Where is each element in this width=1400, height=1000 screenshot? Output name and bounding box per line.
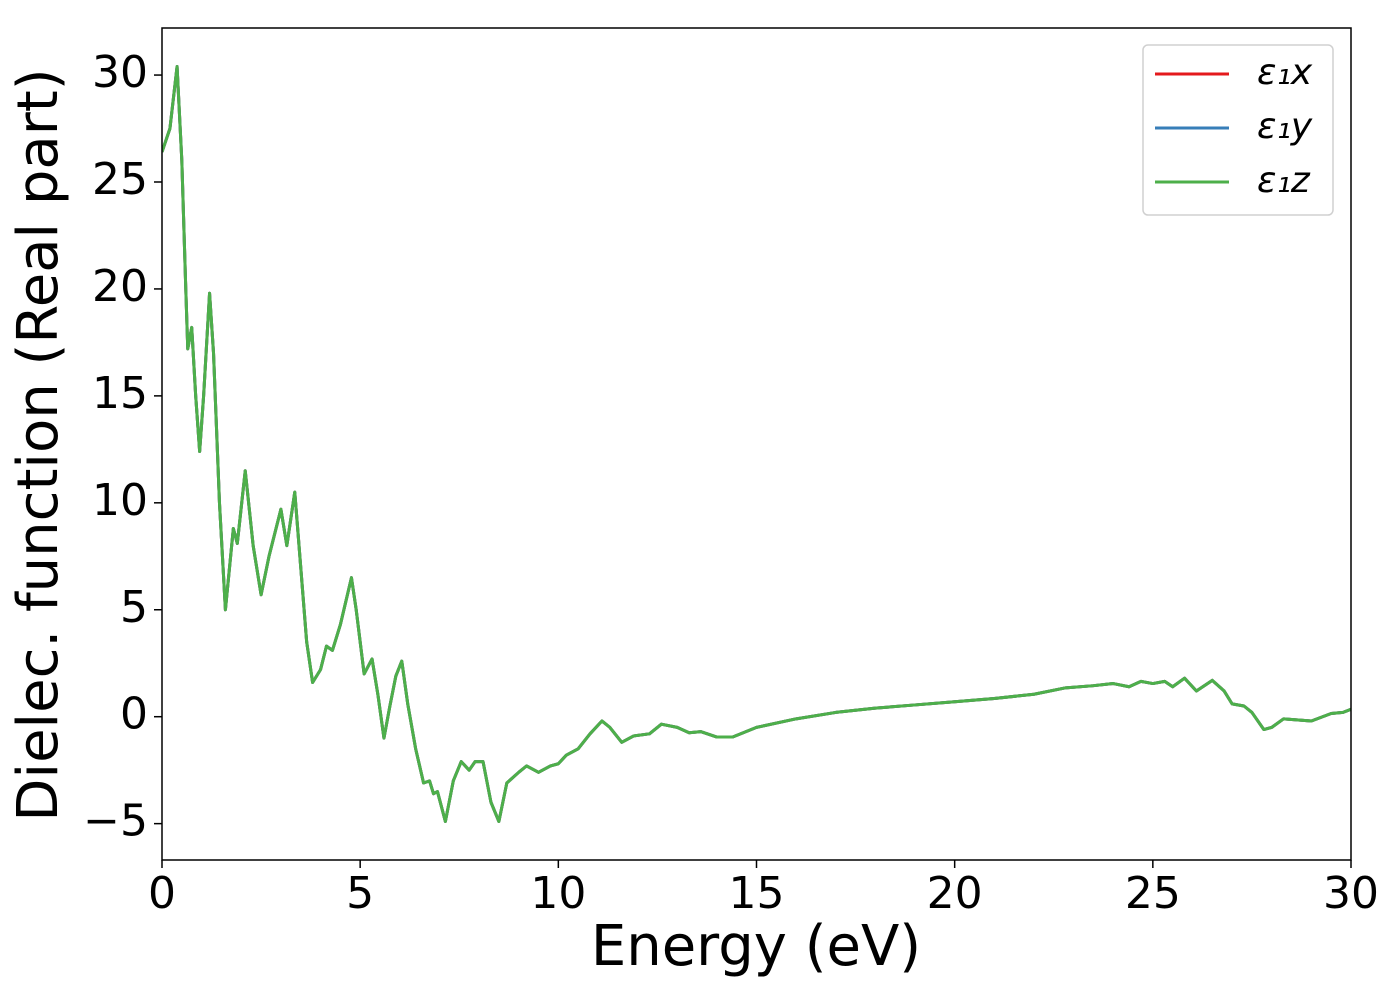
series-line: [162, 64, 1351, 824]
x-tick-label: 0: [148, 868, 176, 919]
x-tick-label: 25: [1125, 868, 1181, 919]
plot-frame: [161, 27, 1352, 861]
y-tick-label: 0: [120, 689, 148, 740]
x-tick-label: 30: [1323, 868, 1379, 919]
x-axis-label: Energy (eV): [591, 914, 921, 979]
x-tick-label: 10: [530, 868, 586, 919]
plot-area: [162, 64, 1351, 824]
legend-label: ε₁z: [1257, 160, 1311, 201]
legend-box: [1142, 44, 1334, 216]
y-tick-label: 10: [92, 475, 148, 526]
x-tick-label: 20: [927, 868, 983, 919]
y-tick-label: 20: [92, 261, 148, 312]
y-tick-label: 5: [120, 582, 148, 633]
legend-label: ε₁y: [1257, 106, 1313, 147]
y-axis-label: Dielec. function (Real part): [6, 68, 71, 821]
x-tick-label: 15: [729, 868, 785, 919]
legend-label: ε₁x: [1257, 52, 1313, 93]
y-tick-label: 30: [92, 47, 148, 98]
y-tick-label: 15: [92, 368, 148, 419]
y-tick-label: 25: [92, 154, 148, 205]
y-tick-label: −5: [83, 796, 148, 847]
x-tick-label: 5: [346, 868, 374, 919]
